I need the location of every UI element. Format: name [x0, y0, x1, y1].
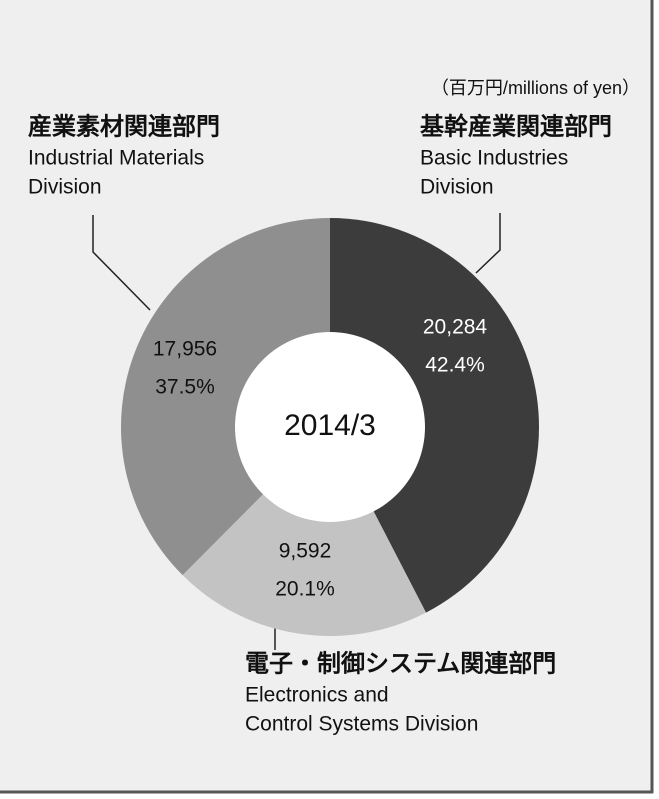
category-label-en: Basic Industries	[420, 147, 568, 170]
value-label: 9,592	[279, 540, 332, 563]
category-label-en: Division	[420, 176, 494, 199]
category-label-en: Division	[28, 176, 102, 199]
slice	[121, 218, 330, 576]
donut-hole	[235, 332, 425, 522]
category-label-en: Electronics and	[245, 684, 389, 707]
percent-label: 42.4%	[425, 354, 485, 377]
category-label: 基幹産業関連部門	[420, 112, 612, 140]
value-label: 20,284	[423, 316, 488, 339]
percent-label: 37.5%	[155, 376, 215, 399]
value-label: 17,956	[153, 338, 217, 361]
slice	[330, 218, 539, 613]
percent-label: 20.1%	[275, 578, 335, 601]
category-label-en: Control Systems Division	[245, 713, 478, 736]
category-label: 産業素材関連部門	[28, 112, 220, 140]
leader-line	[92, 215, 151, 311]
unit-note: （百万円/millions of yen）	[431, 78, 640, 98]
category-label: 電子・制御システム関連部門	[245, 649, 556, 677]
slice	[182, 427, 426, 636]
center-label: 2014/3	[284, 409, 376, 442]
leader-line	[475, 213, 501, 274]
category-label-en: Industrial Materials	[28, 147, 204, 170]
